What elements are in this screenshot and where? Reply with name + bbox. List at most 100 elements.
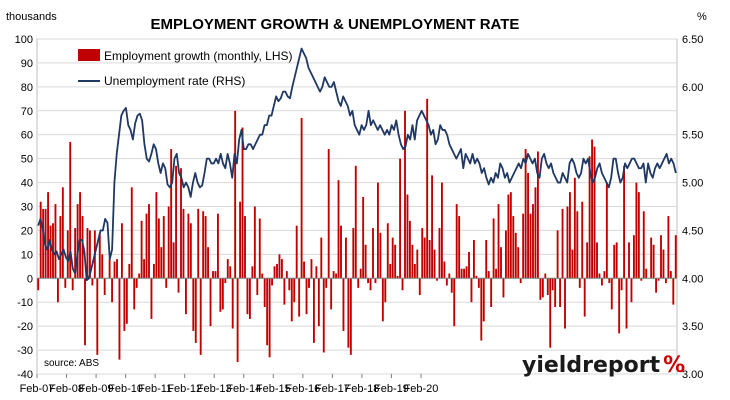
bar bbox=[354, 165, 357, 279]
bar bbox=[111, 278, 114, 303]
bar bbox=[295, 225, 298, 279]
legend-label-bars: Employment growth (monthly, LHS) bbox=[104, 49, 293, 63]
bar bbox=[155, 192, 158, 279]
bar bbox=[532, 204, 534, 279]
bar bbox=[283, 278, 286, 305]
bar bbox=[49, 225, 52, 279]
bar bbox=[101, 254, 104, 279]
bar bbox=[445, 278, 448, 286]
bar bbox=[278, 254, 281, 279]
bar bbox=[327, 149, 330, 279]
bar bbox=[81, 216, 84, 279]
bar bbox=[59, 216, 62, 279]
bar bbox=[276, 263, 278, 279]
bar bbox=[194, 278, 197, 343]
bar bbox=[554, 278, 557, 307]
bar bbox=[512, 216, 515, 279]
bar bbox=[625, 278, 628, 329]
bar bbox=[536, 151, 539, 279]
bar bbox=[492, 218, 495, 279]
bar bbox=[148, 204, 150, 279]
left-tick-label: 70 bbox=[21, 106, 33, 118]
x-tick-label: Feb-11 bbox=[138, 383, 172, 395]
bar bbox=[310, 259, 313, 279]
bar bbox=[566, 206, 569, 279]
bar bbox=[391, 237, 394, 279]
bar bbox=[69, 141, 72, 279]
bar bbox=[130, 187, 133, 279]
right-tick-label: 3.50 bbox=[682, 321, 703, 333]
bar bbox=[652, 244, 655, 279]
bar bbox=[209, 278, 212, 327]
line-series-unemployment bbox=[37, 47, 677, 282]
bar bbox=[280, 259, 283, 279]
bar bbox=[285, 271, 288, 279]
bar bbox=[448, 273, 451, 279]
left-tick-label: -20 bbox=[17, 321, 33, 333]
legend-swatch-bars bbox=[78, 49, 100, 61]
bar bbox=[640, 278, 643, 281]
left-tick-label: 30 bbox=[21, 202, 33, 214]
bar bbox=[320, 237, 323, 279]
bar bbox=[593, 146, 596, 279]
bar bbox=[527, 173, 530, 279]
bar bbox=[376, 182, 379, 279]
bar bbox=[214, 271, 217, 279]
bar bbox=[573, 177, 576, 279]
bar bbox=[303, 261, 306, 279]
bar bbox=[300, 117, 303, 279]
bar bbox=[610, 278, 613, 310]
right-tick-label: 4.00 bbox=[682, 273, 703, 285]
bar bbox=[396, 275, 399, 279]
bar bbox=[66, 230, 69, 279]
bar bbox=[588, 156, 591, 279]
bar bbox=[421, 228, 424, 279]
left-tick-label: 40 bbox=[21, 178, 33, 190]
bar bbox=[347, 278, 350, 348]
x-tick-label: Feb-12 bbox=[167, 383, 202, 395]
bar bbox=[546, 278, 549, 296]
left-tick-label: -40 bbox=[17, 369, 33, 381]
bar bbox=[273, 266, 276, 279]
bar bbox=[460, 268, 463, 279]
left-tick-label: 100 bbox=[15, 34, 33, 46]
bar bbox=[500, 247, 502, 279]
bar bbox=[568, 192, 571, 279]
bar bbox=[246, 278, 249, 315]
bar bbox=[308, 278, 310, 288]
bar bbox=[517, 247, 520, 279]
bar bbox=[413, 263, 416, 279]
x-tick-label: Feb-09 bbox=[79, 383, 114, 395]
bar bbox=[450, 278, 453, 293]
bar bbox=[219, 278, 222, 312]
bar bbox=[98, 232, 101, 279]
bar bbox=[586, 242, 589, 279]
bar bbox=[598, 273, 601, 279]
bar bbox=[463, 268, 466, 279]
bar bbox=[458, 216, 461, 279]
bar bbox=[404, 110, 406, 279]
bar bbox=[96, 278, 99, 355]
bar bbox=[440, 182, 443, 279]
bar bbox=[389, 263, 392, 279]
bar bbox=[374, 278, 377, 284]
bar bbox=[443, 261, 446, 279]
x-tick-label: Feb-15 bbox=[256, 383, 291, 395]
bar bbox=[482, 278, 485, 322]
bar bbox=[674, 235, 677, 279]
bar bbox=[39, 201, 42, 279]
legend: Employment growth (monthly, LHS) Unemplo… bbox=[78, 49, 293, 88]
bar bbox=[204, 216, 207, 279]
bar bbox=[332, 271, 335, 279]
bar bbox=[608, 278, 611, 284]
bar bbox=[669, 271, 672, 279]
bar bbox=[386, 223, 389, 279]
bar bbox=[103, 278, 106, 296]
bar bbox=[138, 273, 141, 279]
bar bbox=[192, 278, 195, 331]
bar bbox=[487, 271, 490, 279]
right-axis-unit: % bbox=[697, 11, 707, 23]
bar bbox=[216, 213, 219, 279]
bar bbox=[64, 278, 67, 288]
